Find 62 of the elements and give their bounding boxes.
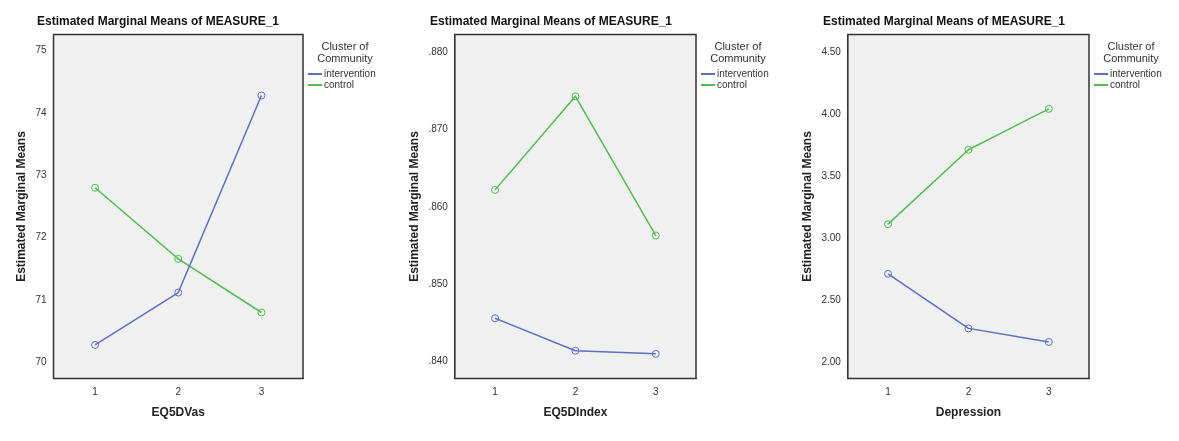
x-tick-label: 1 [885, 386, 892, 398]
point [571, 346, 580, 355]
legend-label: intervention [1110, 68, 1162, 79]
point [491, 185, 500, 194]
chart-title: Estimated Marginal Means of MEASURE_1 [429, 13, 673, 28]
y-tick-label: 2.50 [821, 293, 842, 305]
point [491, 314, 500, 323]
y-tick-label: .870 [428, 123, 449, 135]
legend-label: control [1110, 79, 1141, 90]
y-axis-title: Estimated Marginal Means [13, 130, 28, 282]
point [174, 288, 183, 297]
x-tick-label: 2 [965, 386, 972, 398]
y-tick-label: 73 [35, 169, 47, 181]
y-tick-label: 3.00 [821, 231, 842, 243]
y-tick-label: 75 [35, 44, 47, 56]
point [91, 340, 100, 349]
y-axis-title: Estimated Marginal Means [799, 130, 814, 282]
point [884, 269, 893, 278]
legend-label: intervention [717, 68, 769, 79]
x-axis-title: Depression [935, 405, 1002, 420]
point [651, 231, 660, 240]
point [257, 308, 266, 317]
y-tick-label: 74 [35, 106, 47, 118]
x-tick-label: 1 [492, 386, 499, 398]
y-tick-label: 4.50 [821, 45, 842, 57]
x-tick-label: 3 [258, 386, 265, 398]
point [91, 183, 100, 192]
y-tick-label: 3.50 [821, 169, 842, 181]
y-tick-label: 71 [35, 293, 47, 305]
y-tick-label: 72 [35, 231, 47, 243]
y-tick-label: .880 [428, 45, 449, 57]
x-tick-label: 1 [92, 386, 99, 398]
x-tick-label: 2 [175, 386, 182, 398]
legend-label: control [717, 79, 748, 90]
point [257, 91, 266, 100]
chart-title: Estimated Marginal Means of MEASURE_1 [36, 13, 280, 28]
x-tick-label: 3 [653, 386, 660, 398]
x-tick-label: 2 [572, 386, 579, 398]
legend-title: Cluster of Community [709, 40, 767, 64]
point [651, 349, 660, 358]
point [884, 220, 893, 229]
point [964, 145, 973, 154]
x-tick-label: 3 [1046, 386, 1053, 398]
y-axis-title: Estimated Marginal Means [406, 130, 421, 282]
legend-label: control [324, 79, 355, 90]
point [1044, 338, 1053, 347]
point [571, 92, 580, 101]
legend-title: Cluster of Community [1102, 40, 1160, 64]
chart-title: Estimated Marginal Means of MEASURE_1 [822, 13, 1066, 28]
x-axis-title: EQ5DIndex [543, 405, 608, 420]
y-tick-label: .860 [428, 200, 449, 212]
point [1044, 104, 1053, 113]
x-axis-title: EQ5DVas [151, 405, 206, 420]
point [174, 254, 183, 263]
y-tick-label: 2.00 [821, 355, 842, 367]
legend-label: intervention [324, 68, 376, 79]
point [964, 324, 973, 333]
y-tick-label: .840 [428, 355, 449, 367]
y-tick-label: .850 [428, 277, 449, 289]
y-tick-label: 70 [35, 356, 47, 368]
y-tick-label: 4.00 [821, 107, 842, 119]
legend-title: Cluster of Community [316, 40, 374, 64]
